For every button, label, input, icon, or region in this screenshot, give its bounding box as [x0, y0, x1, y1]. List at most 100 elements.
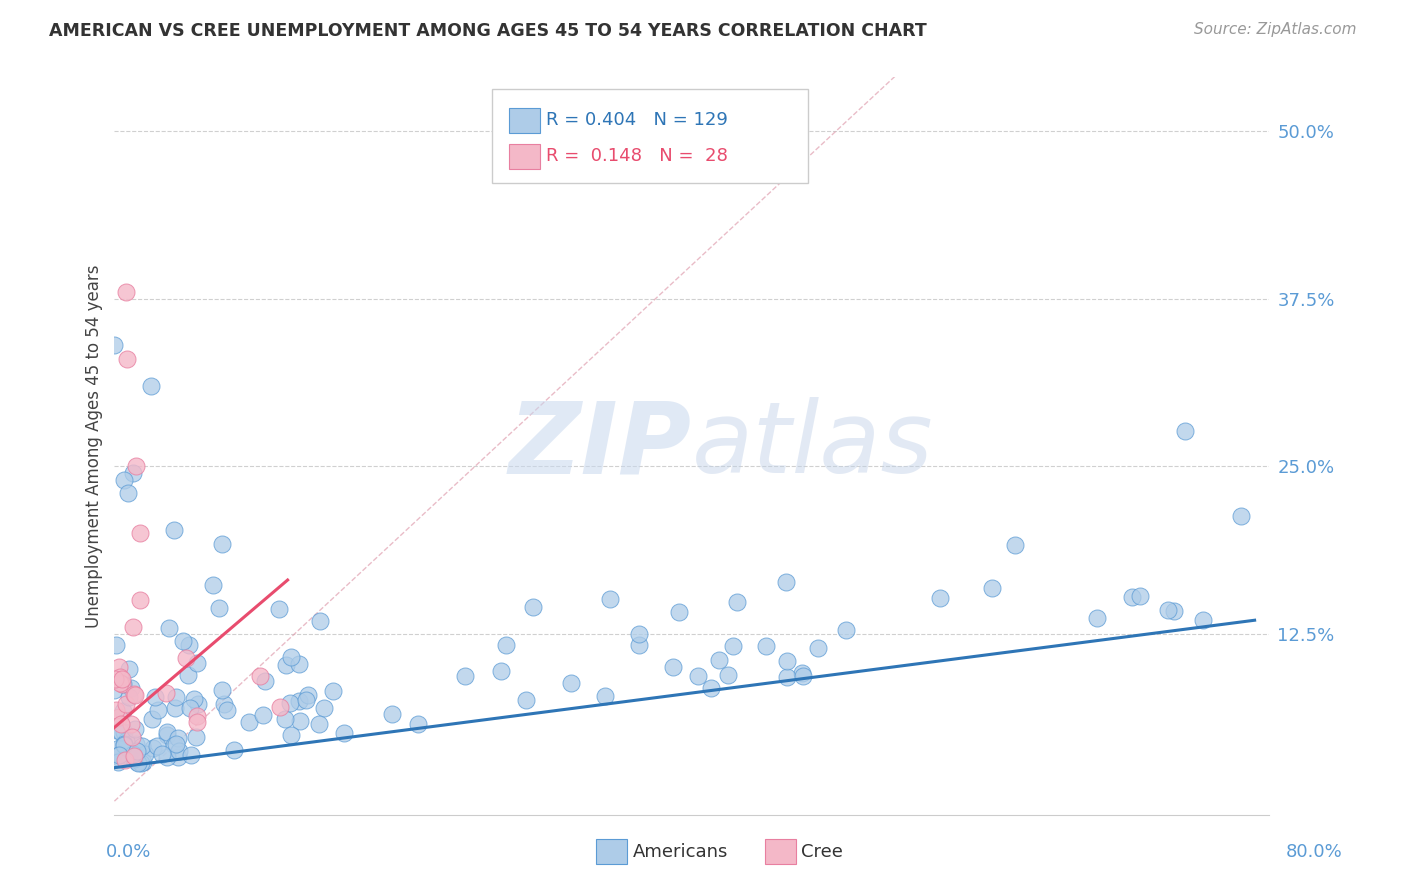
Point — [1129, 589, 1152, 603]
Point — [129, 593, 152, 607]
Point — [267, 602, 290, 616]
Point — [686, 669, 709, 683]
Text: R =  0.148   N =  28: R = 0.148 N = 28 — [546, 147, 727, 165]
Point — [699, 681, 721, 696]
Point — [118, 662, 141, 676]
Point — [118, 690, 141, 704]
Point — [129, 756, 152, 770]
Point — [111, 672, 134, 686]
Point — [491, 664, 513, 678]
Point — [308, 717, 330, 731]
Point — [249, 669, 271, 683]
Point — [628, 626, 651, 640]
Point — [224, 743, 246, 757]
Point — [121, 730, 143, 744]
Point — [150, 747, 173, 761]
Point — [124, 722, 146, 736]
Point — [107, 755, 129, 769]
Point — [287, 657, 309, 671]
Point — [105, 638, 128, 652]
Point — [807, 640, 830, 655]
Point — [184, 730, 207, 744]
Point — [208, 601, 231, 615]
Point — [1121, 590, 1143, 604]
Point — [121, 466, 143, 480]
Point — [131, 739, 153, 754]
Point — [308, 614, 330, 628]
Point — [280, 728, 302, 742]
Point — [183, 691, 205, 706]
Point — [254, 673, 277, 688]
Point — [280, 649, 302, 664]
Point — [124, 751, 146, 765]
Point — [560, 675, 582, 690]
Point — [112, 704, 135, 718]
Point — [127, 756, 149, 770]
Point — [120, 717, 142, 731]
Point — [835, 623, 858, 637]
Point — [112, 473, 135, 487]
Point — [159, 621, 181, 635]
Text: Source: ZipAtlas.com: Source: ZipAtlas.com — [1194, 22, 1357, 37]
Point — [186, 714, 208, 729]
Text: AMERICAN VS CREE UNEMPLOYMENT AMONG AGES 45 TO 54 YEARS CORRELATION CHART: AMERICAN VS CREE UNEMPLOYMENT AMONG AGES… — [49, 22, 927, 40]
Point — [721, 640, 744, 654]
Point — [214, 697, 236, 711]
Point — [215, 703, 238, 717]
Point — [495, 638, 517, 652]
Point — [180, 747, 202, 762]
Point — [599, 591, 621, 606]
Point — [187, 698, 209, 712]
Point — [288, 694, 311, 708]
Point — [201, 577, 224, 591]
Point — [120, 681, 142, 695]
Text: R = 0.404   N = 129: R = 0.404 N = 129 — [546, 112, 727, 129]
Point — [717, 668, 740, 682]
Point — [668, 605, 690, 619]
Point — [141, 712, 163, 726]
Point — [112, 724, 135, 739]
Point — [110, 677, 132, 691]
Point — [110, 725, 132, 739]
Point — [122, 752, 145, 766]
Point — [186, 656, 208, 670]
Point — [110, 670, 132, 684]
Text: 80.0%: 80.0% — [1286, 843, 1343, 861]
Point — [775, 575, 797, 590]
Point — [792, 668, 814, 682]
Point — [165, 701, 187, 715]
Point — [145, 739, 167, 754]
Point — [169, 744, 191, 758]
Point — [117, 486, 139, 500]
Point — [121, 620, 143, 634]
Point — [115, 733, 138, 747]
Point — [156, 725, 179, 739]
Y-axis label: Unemployment Among Ages 45 to 54 years: Unemployment Among Ages 45 to 54 years — [86, 264, 103, 628]
Point — [104, 703, 127, 717]
Point — [112, 738, 135, 752]
Point — [628, 638, 651, 652]
Point — [108, 741, 131, 756]
Point — [174, 651, 197, 665]
Point — [332, 725, 354, 739]
Point — [108, 747, 131, 762]
Point — [1085, 611, 1108, 625]
Point — [110, 752, 132, 766]
Point — [108, 675, 131, 690]
Point — [238, 715, 260, 730]
Point — [122, 687, 145, 701]
Point — [252, 707, 274, 722]
Point — [156, 728, 179, 742]
Point — [1192, 613, 1215, 627]
Point — [980, 581, 1002, 595]
Point — [179, 700, 201, 714]
Point — [1004, 538, 1026, 552]
Point — [294, 693, 316, 707]
Point — [115, 285, 138, 299]
Point — [167, 731, 190, 746]
Point — [166, 750, 188, 764]
Point — [125, 459, 148, 474]
Point — [297, 688, 319, 702]
Point — [1174, 424, 1197, 438]
Point — [662, 660, 685, 674]
